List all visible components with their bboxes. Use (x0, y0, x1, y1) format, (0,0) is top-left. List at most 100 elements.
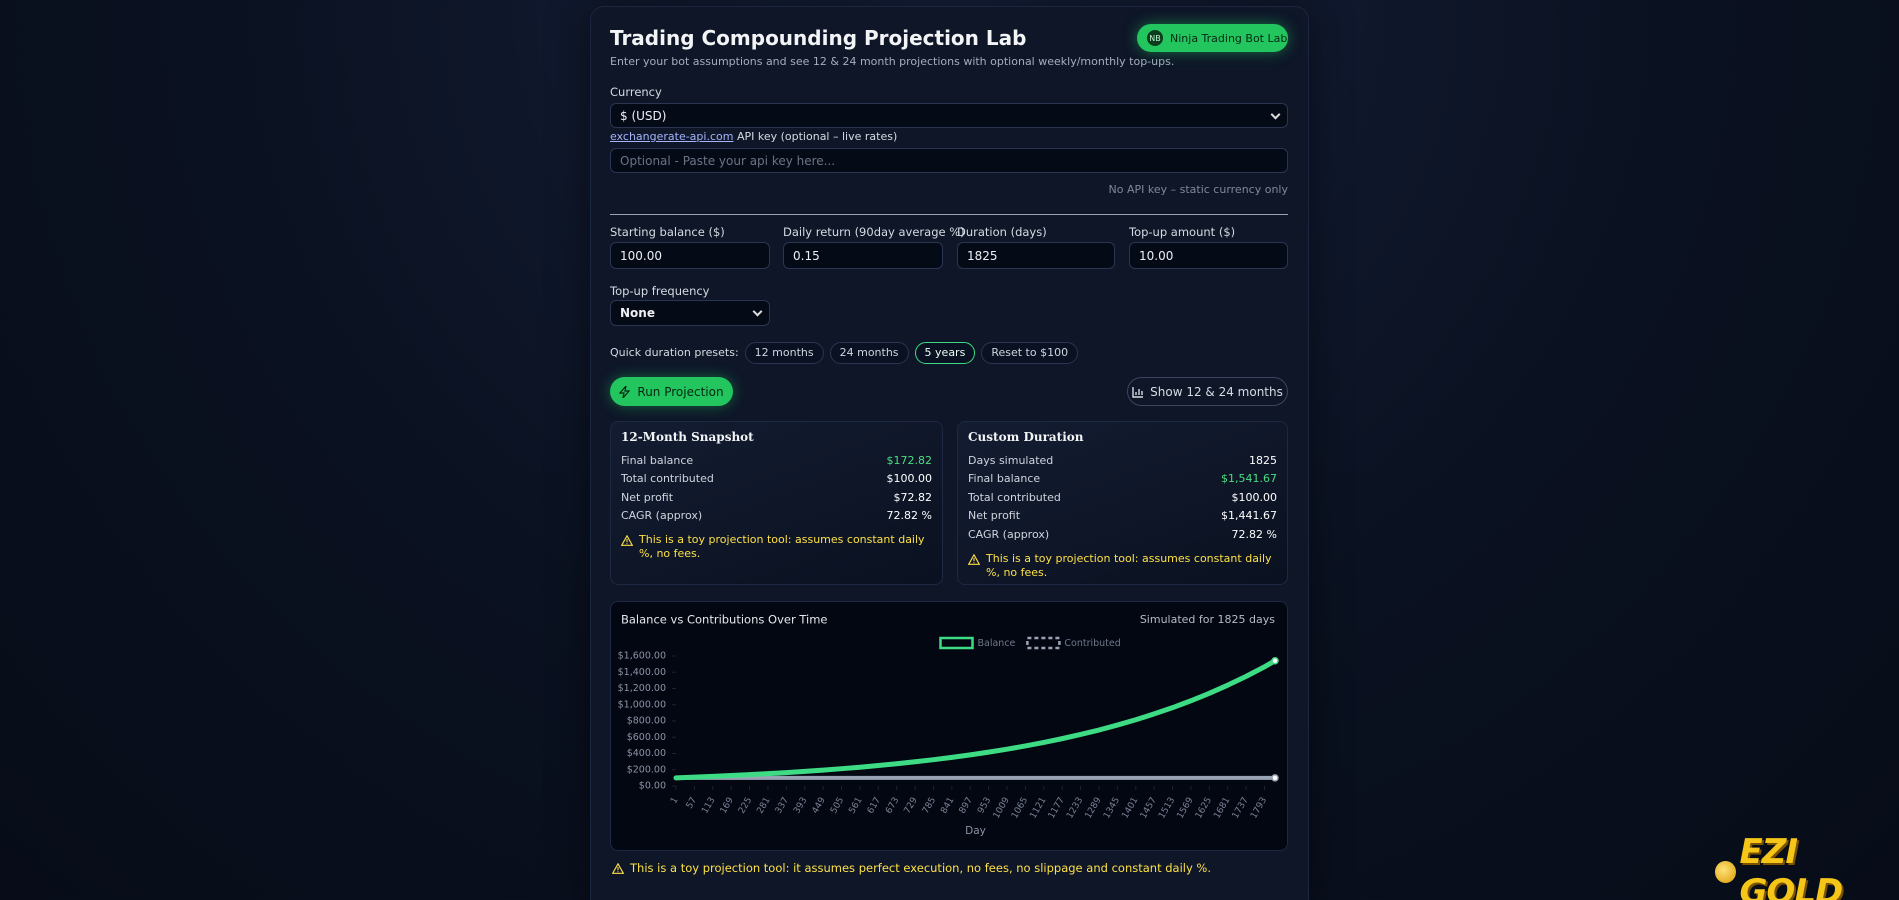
currency-select[interactable]: $ (USD) (610, 103, 1288, 128)
field-value: 1825 (967, 248, 998, 263)
field-value: 100.00 (620, 248, 662, 263)
presets-label: Quick duration presets: (610, 345, 739, 359)
x-tick-label: 1345 (1102, 796, 1122, 821)
stat-value: $1,541.67 (1221, 472, 1277, 486)
stat-label: CAGR (approx) (968, 527, 1050, 541)
y-tick-label: $0.00 (639, 781, 666, 792)
card-title: Custom Duration (968, 430, 1084, 444)
card-title: 12-Month Snapshot (621, 430, 754, 444)
preset-chip[interactable]: Reset to $100 (981, 341, 1079, 364)
frequency-value: None (620, 306, 655, 320)
logo: EZI GOLD (1715, 832, 1899, 900)
caret (1270, 109, 1281, 120)
y-tick-label: $1,200.00 (618, 683, 666, 694)
x-tick-label: 113 (700, 796, 717, 816)
stat-label: Days simulated (968, 453, 1054, 467)
field-label: Top-up amount ($) (1129, 225, 1236, 239)
field-input[interactable]: 10.00 (1129, 242, 1288, 269)
warning-text: This is a toy projection tool: assumes c… (986, 551, 1272, 579)
x-tick-label: 1457 (1139, 796, 1159, 821)
y-tick-label: $1,000.00 (618, 699, 666, 710)
app-title: Trading Compounding Projection Lab (610, 26, 1027, 50)
x-tick-label: 1233 (1065, 796, 1085, 821)
chart: Balance vs Contributions Over Time Simula… (618, 613, 1279, 837)
chart-title: Balance vs Contributions Over Time (621, 613, 827, 627)
run-label: Run Projection (637, 384, 724, 399)
x-tick-label: 897 (958, 796, 975, 816)
chart-subtitle: Simulated for 1825 days (1140, 613, 1275, 626)
end-point (1271, 656, 1279, 665)
stat-label: Total contributed (968, 490, 1061, 504)
warn-icon (612, 862, 624, 874)
field-input[interactable]: 0.15 (783, 242, 943, 269)
stat-value: 72.82 % (886, 509, 932, 523)
snapshot-card: 12-Month Snapshot Final balance $172.82 Tot… (610, 421, 943, 585)
stat-value: $1,441.67 (1221, 509, 1277, 523)
x-tick-label: 169 (719, 796, 736, 816)
x-tick-label: 225 (737, 796, 754, 816)
stat-value: $72.82 (893, 490, 933, 504)
preset-chip[interactable]: 24 months (829, 341, 909, 364)
card-warning: This is a toy projection tool: assumes c… (621, 533, 932, 561)
x-tick-label: 1401 (1120, 796, 1140, 821)
y-tick-label: $600.00 (627, 732, 666, 743)
x-tick-label: 1289 (1084, 796, 1104, 821)
stat-label: Final balance (968, 472, 1041, 486)
warn-icon (621, 535, 633, 546)
badge-icon: NB (1147, 30, 1163, 46)
field-input[interactable]: 100.00 (610, 242, 770, 269)
logo-text: EZI GOLD (1739, 832, 1844, 900)
stat-label: CAGR (approx) (621, 509, 703, 523)
y-tick-label: $400.00 (627, 748, 666, 759)
field-value: 0.15 (793, 248, 820, 263)
x-tick-label: 1793 (1249, 796, 1269, 821)
api-link[interactable]: exchangerate-api.com (610, 130, 734, 143)
chart-icon (1132, 386, 1144, 398)
x-tick-label: 1 (669, 796, 681, 806)
stat-row: Net profit $1,441.67 (968, 507, 1277, 526)
preset-chip[interactable]: 12 months (744, 341, 824, 364)
y-tick-label: $200.00 (627, 764, 666, 775)
footer-note: This is a toy projection tool: it assume… (612, 861, 1211, 875)
preset-chip[interactable]: 5 years (914, 341, 976, 364)
x-tick-label: 1065 (1010, 796, 1030, 821)
warning-text: This is a toy projection tool: assumes c… (639, 533, 925, 560)
currency-label: Currency (610, 85, 662, 99)
x-tick-label: 953 (976, 796, 993, 816)
x-tick-label: 673 (884, 796, 901, 816)
legend-swatch (939, 636, 974, 650)
x-tick-label: 729 (903, 796, 920, 816)
x-tick-label: 1177 (1047, 796, 1067, 821)
y-tick-label: $1,600.00 (618, 651, 666, 662)
stat-row: Days simulated 1825 (968, 451, 1277, 470)
stat-row: Total contributed $100.00 (968, 488, 1277, 507)
y-tick-label: $1,400.00 (618, 667, 666, 678)
stat-row: Final balance $1,541.67 (968, 470, 1277, 489)
stat-row: CAGR (approx) 72.82 % (968, 525, 1277, 544)
stat-row: Final balance $172.82 (621, 451, 932, 470)
divider (610, 214, 1288, 215)
x-tick-label: 1625 (1194, 796, 1214, 821)
end-point (1271, 774, 1279, 782)
bolt-icon (619, 385, 631, 398)
footer-text: This is a toy projection tool: it assume… (630, 861, 1212, 875)
field-input[interactable]: 1825 (957, 242, 1115, 269)
x-tick-label: 561 (847, 796, 864, 816)
stat-value: $100.00 (1231, 490, 1278, 504)
run-button[interactable]: Run Projection (610, 377, 733, 406)
api-status: No API key – static currency only (1108, 183, 1289, 196)
x-axis-label: Day (965, 825, 986, 837)
show-label: Show 12 & 24 months (1150, 384, 1283, 399)
custom-card: Custom Duration Days simulated 1825 Final b… (957, 421, 1288, 585)
show-button[interactable]: Show 12 & 24 months (1127, 377, 1288, 406)
badge-text: Ninja Trading Bot Lab (1170, 31, 1288, 45)
brand-badge[interactable]: NB Ninja Trading Bot Lab (1137, 24, 1288, 52)
api-input[interactable]: Optional - Paste your api key here... (610, 148, 1288, 173)
frequency-select[interactable]: None (610, 300, 770, 326)
legend-swatch (1026, 636, 1061, 650)
stat-value: 1825 (1249, 453, 1277, 467)
stat-row: CAGR (approx) 72.82 % (621, 507, 932, 526)
x-tick-label: 1009 (992, 796, 1012, 821)
x-tick-label: 785 (921, 796, 938, 816)
